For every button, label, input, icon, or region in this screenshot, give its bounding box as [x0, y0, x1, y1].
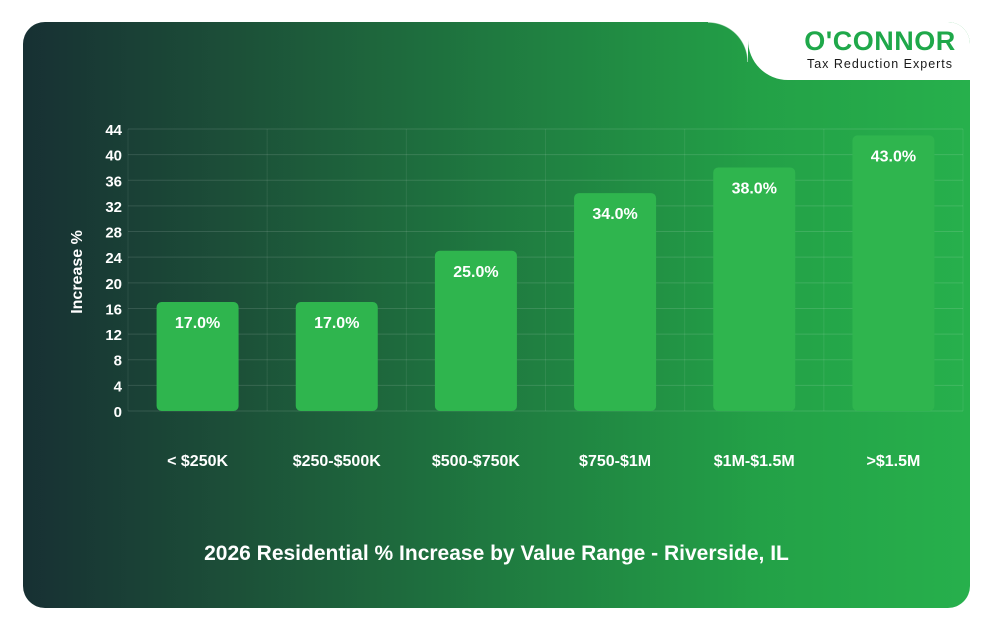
bars — [156, 135, 935, 411]
chart-title: 2026 Residential % Increase by Value Ran… — [204, 542, 789, 565]
x-tick-label: $750-$1M — [579, 453, 651, 470]
bar — [434, 250, 517, 411]
y-tick-label: 20 — [105, 276, 122, 293]
x-tick-label: >$1.5M — [867, 453, 921, 470]
bar — [295, 302, 378, 411]
y-tick-label: 16 — [105, 301, 122, 318]
data-label: 43.0% — [871, 148, 916, 165]
data-label: 17.0% — [314, 315, 359, 332]
data-labels: 17.0% 17.0% 25.0% 34.0% 38.0% 43.0% — [175, 148, 916, 332]
y-axis-label: Increase % — [69, 230, 86, 314]
bar — [713, 167, 796, 411]
bar — [574, 193, 657, 411]
y-tick-labels: 0 4 8 12 16 20 24 28 32 36 40 44 — [105, 122, 122, 421]
x-tick-label: $500-$750K — [432, 453, 521, 470]
chart-card: O'CONNOR Tax Reduction Experts 0 4 8 12 16 20… — [23, 22, 970, 608]
x-tick-label: < $250K — [167, 453, 228, 470]
data-label: 38.0% — [732, 180, 777, 197]
y-tick-label: 32 — [105, 199, 122, 216]
bar-chart: 0 4 8 12 16 20 24 28 32 36 40 44 17.0% 17.0% 25.0% 34.… — [69, 122, 964, 470]
y-tick-label: 0 — [114, 404, 122, 421]
data-label: 25.0% — [453, 264, 498, 281]
x-tick-label: $1M-$1.5M — [714, 453, 795, 470]
x-tick-label: $250-$500K — [293, 453, 382, 470]
logo-tagline: Tax Reduction Experts — [806, 57, 954, 71]
y-tick-label: 24 — [105, 250, 122, 267]
y-tick-label: 36 — [105, 173, 122, 190]
x-tick-labels: < $250K $250-$500K $500-$750K $750-$1M $1M-$… — [167, 453, 920, 470]
y-tick-label: 12 — [105, 327, 122, 344]
logo-wordmark: O'CONNOR — [804, 26, 956, 56]
bar — [156, 302, 239, 411]
y-tick-label: 4 — [114, 378, 123, 395]
y-tick-label: 8 — [114, 353, 122, 370]
bar — [852, 135, 935, 411]
data-label: 34.0% — [592, 206, 637, 223]
y-tick-label: 40 — [105, 148, 122, 165]
grid-lines — [127, 128, 964, 412]
y-tick-label: 28 — [105, 225, 122, 242]
data-label: 17.0% — [175, 315, 220, 332]
logo-tab: O'CONNOR Tax Reduction Experts — [708, 22, 970, 80]
y-tick-label: 44 — [105, 122, 122, 139]
